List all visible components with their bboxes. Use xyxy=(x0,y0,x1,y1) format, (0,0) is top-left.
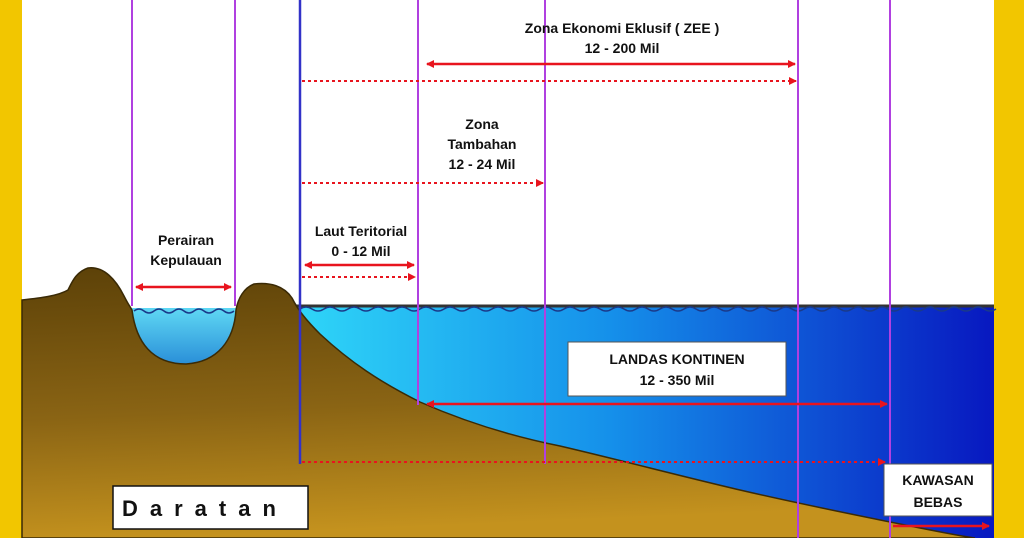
landas-kontinen-range: 12 - 350 Mil xyxy=(640,372,715,388)
teritorial-title: Laut Teritorial xyxy=(315,223,407,239)
perairan-label-line1: Perairan xyxy=(158,232,214,248)
sea-surface-ripples xyxy=(299,306,997,312)
perairan-label-line2: Kepulauan xyxy=(150,252,222,268)
zee-range: 12 - 200 Mil xyxy=(585,40,660,56)
tambahan-label-line2: Tambahan xyxy=(448,136,517,152)
daratan-box xyxy=(112,485,309,530)
tambahan-label-line1: Zona xyxy=(465,116,499,132)
lagoon-ripples xyxy=(133,308,235,314)
zee-title: Zona Ekonomi Eklusif ( ZEE ) xyxy=(525,20,719,36)
landas-kontinen-title: LANDAS KONTINEN xyxy=(609,351,744,367)
kawasan-bebas-box xyxy=(883,463,993,517)
tambahan-range: 12 - 24 Mil xyxy=(449,156,516,172)
kawasan-bebas-line1: KAWASAN xyxy=(902,472,974,488)
daratan-label: Daratan xyxy=(122,496,288,521)
land-mass xyxy=(21,267,976,538)
landas-kontinen-box xyxy=(567,341,787,397)
teritorial-range: 0 - 12 Mil xyxy=(331,243,390,259)
kawasan-bebas-line2: BEBAS xyxy=(913,494,962,510)
lagoon-water xyxy=(132,308,236,364)
sky-panel xyxy=(22,0,994,305)
